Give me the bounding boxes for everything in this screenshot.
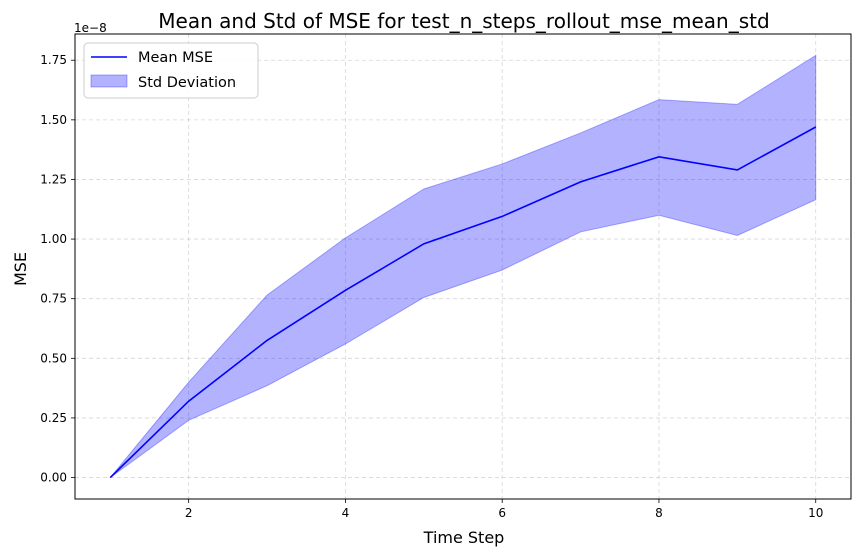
ticks: 2 4 6 8 10 0.00 0.25 0.50 0.75 1.00 1.25 1.50 1.75 xyxy=(40,53,823,520)
x-tick-label: 10 xyxy=(808,506,823,520)
legend-mean-label: Mean MSE xyxy=(138,50,213,66)
x-tick-label: 8 xyxy=(655,506,663,520)
x-tick-label: 2 xyxy=(185,506,193,520)
y-tick-label: 0.50 xyxy=(40,351,67,365)
y-tick-label: 1.50 xyxy=(40,113,67,127)
y-tick-label: 1.25 xyxy=(40,172,67,186)
grid xyxy=(75,34,851,499)
legend-box xyxy=(83,42,259,99)
y-tick-label: 0.00 xyxy=(40,471,67,485)
legend-std-swatch xyxy=(90,74,128,88)
y-axis-label: MSE xyxy=(11,252,30,286)
chart-title: Mean and Std of MSE for test_n_steps_rol… xyxy=(158,9,769,33)
x-axis-label: Time Step xyxy=(423,528,505,547)
mean-mse-line xyxy=(109,126,817,479)
mean-line-layer xyxy=(109,126,817,479)
legend: Mean MSE Std Deviation xyxy=(83,42,259,99)
y-offset-text: 1e−8 xyxy=(74,21,107,35)
std-band-layer xyxy=(109,54,817,478)
y-tick-label: 1.75 xyxy=(40,53,67,67)
y-tick-label: 0.25 xyxy=(40,411,67,425)
x-tick-label: 6 xyxy=(498,506,506,520)
legend-std-label: Std Deviation xyxy=(138,75,236,91)
y-tick-label: 1.00 xyxy=(40,232,67,246)
std-deviation-band xyxy=(109,54,817,478)
x-tick-label: 4 xyxy=(342,506,350,520)
plot-frame xyxy=(74,33,852,500)
y-tick-label: 0.75 xyxy=(40,292,67,306)
